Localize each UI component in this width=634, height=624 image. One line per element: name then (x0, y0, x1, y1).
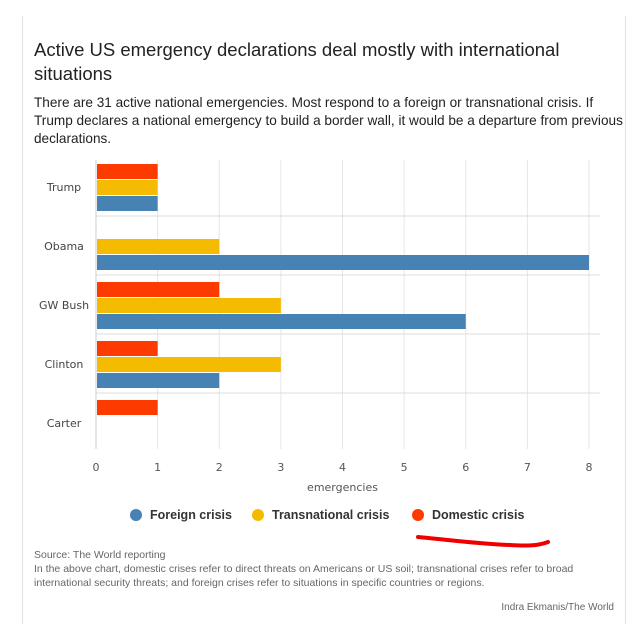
bar-domestic-trump (97, 164, 158, 179)
legend-swatch-transnational (252, 509, 264, 521)
credit: Indra Ekmanis/The World (501, 602, 614, 613)
bar-chart: 0 1 2 3 4 5 6 7 8 Trump Obama GW Bush Clinton Carter e… (39, 160, 600, 494)
x-tick-label: 6 (462, 461, 469, 474)
x-tick-label: 8 (586, 461, 593, 474)
bar-foreign-trump (97, 196, 158, 211)
source-block: Source: The World reporting In the above… (34, 548, 624, 590)
x-tick-label: 3 (277, 461, 284, 474)
legend-label-foreign: Foreign crisis (150, 508, 232, 522)
category-label: Obama (44, 240, 84, 253)
legend-label-transnational: Transnational crisis (272, 508, 390, 522)
category-label: Trump (46, 181, 81, 194)
card-frame (22, 16, 626, 624)
category-label: Carter (47, 417, 82, 430)
category-label: GW Bush (39, 299, 89, 312)
footnote: In the above chart, domestic crises refe… (34, 563, 574, 589)
x-tick-label: 2 (216, 461, 223, 474)
chart-title: Active US emergency declarations deal mo… (34, 39, 560, 84)
x-tick-label: 5 (401, 461, 408, 474)
x-tick-label: 7 (524, 461, 531, 474)
legend-item-foreign: Foreign crisis (130, 508, 232, 522)
category-label: Clinton (45, 358, 84, 371)
x-tick-label: 0 (93, 461, 100, 474)
bar-domestic-gw-bush (97, 282, 220, 297)
legend-item-transnational: Transnational crisis (252, 508, 389, 522)
source-line: Source: The World reporting (34, 549, 166, 561)
x-axis-title: emergencies (307, 481, 378, 494)
bar-domestic-carter (97, 400, 158, 415)
bar-transnational-obama (97, 239, 220, 254)
bar-foreign-gw-bush (97, 314, 466, 329)
bar-foreign-obama (97, 255, 589, 270)
legend: Foreign crisis Transnational crisis Dome… (0, 508, 634, 528)
bar-transnational-clinton (97, 357, 281, 372)
bar-domestic-clinton (97, 341, 158, 356)
bar-transnational-gw-bush (97, 298, 281, 313)
chart-subtitle: There are 31 active national emergencies… (34, 95, 623, 146)
legend-item-domestic: Domestic crisis (412, 508, 524, 522)
red-underline-stroke (416, 535, 550, 548)
bar-foreign-clinton (97, 373, 220, 388)
legend-swatch-domestic (412, 509, 424, 521)
legend-swatch-foreign (130, 509, 142, 521)
bar-transnational-trump (97, 180, 158, 195)
x-tick-label: 4 (339, 461, 346, 474)
legend-label-domestic: Domestic crisis (432, 508, 525, 522)
x-tick-label: 1 (154, 461, 161, 474)
